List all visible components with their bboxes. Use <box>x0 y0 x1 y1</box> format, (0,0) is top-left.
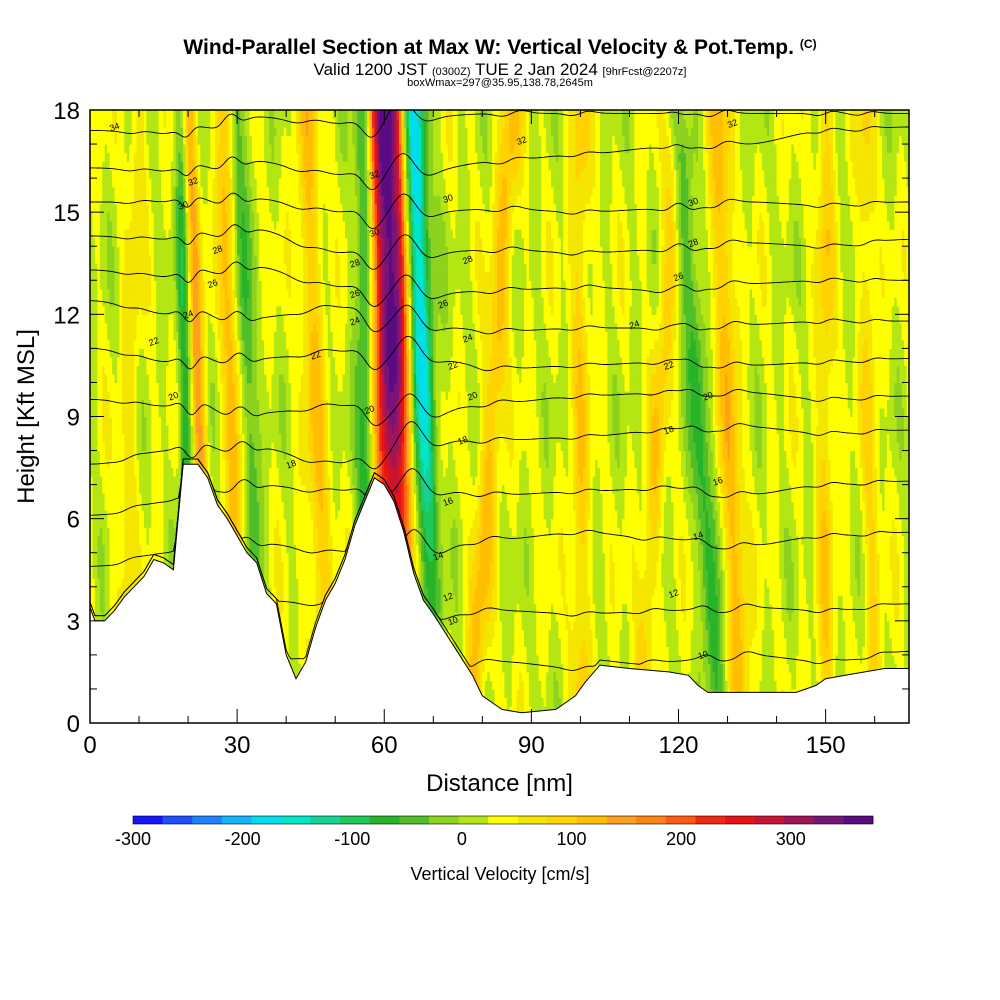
cross-section-chart: 3432302826242220182232302826242030282624… <box>0 0 1000 1000</box>
